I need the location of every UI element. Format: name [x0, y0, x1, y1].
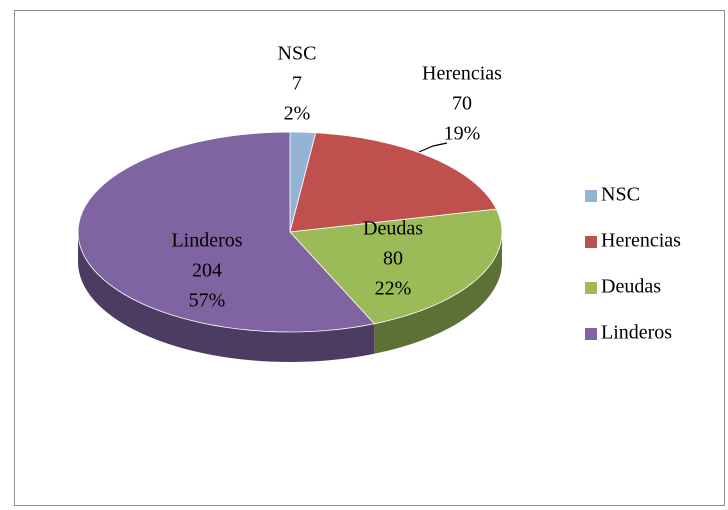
data-label-value: 7	[292, 73, 302, 95]
data-label-name: Deudas	[363, 218, 423, 240]
legend-label: Linderos	[601, 322, 672, 344]
data-label-value: 70	[452, 93, 472, 115]
legend-label: NSC	[601, 184, 640, 206]
legend-label: Deudas	[601, 276, 661, 298]
data-label-percent: 2%	[284, 103, 311, 125]
data-label-value: 80	[383, 248, 403, 270]
data-label-percent: 57%	[189, 290, 226, 312]
legend-label: Herencias	[601, 230, 681, 252]
slice-side	[374, 232, 502, 354]
legend-swatch	[585, 236, 597, 248]
slice	[289, 208, 503, 325]
slice	[77, 131, 376, 333]
slice-side	[78, 232, 375, 362]
data-label-percent: 19%	[444, 123, 481, 145]
leader-line	[418, 142, 448, 153]
legend-swatch	[585, 282, 597, 294]
data-label-name: NSC	[278, 43, 317, 65]
data-label-name: Linderos	[171, 230, 242, 252]
data-label-name: Herencias	[422, 63, 502, 85]
legend-swatch	[585, 190, 597, 202]
legend-swatch	[585, 328, 597, 340]
slice	[289, 132, 498, 233]
data-label-value: 204	[192, 260, 222, 282]
data-label-percent: 22%	[375, 278, 412, 300]
